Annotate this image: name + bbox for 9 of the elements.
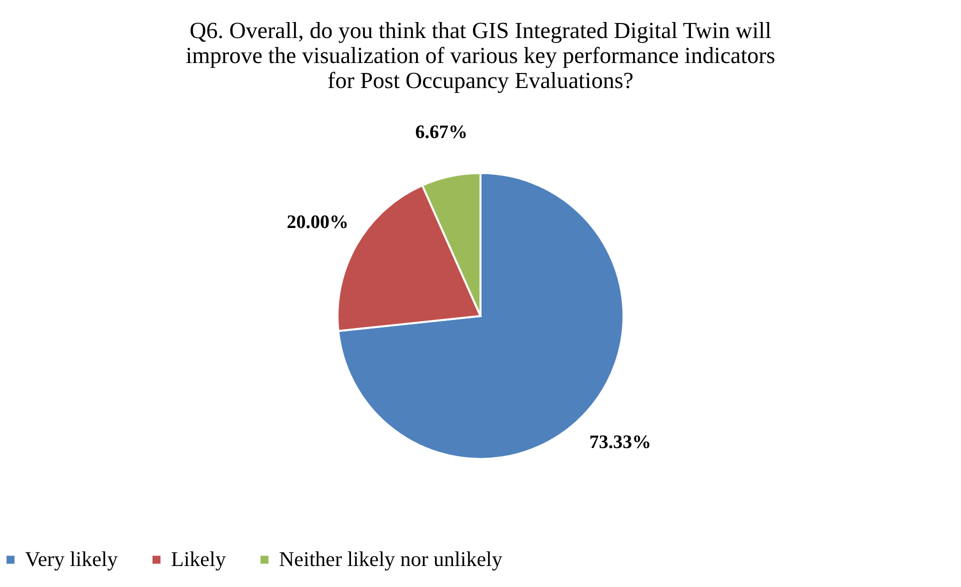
text: Q6. Overall, do you think that GIS Integrated Digital Twin will <box>190 18 772 43</box>
legend-label: Very likely <box>25 546 118 571</box>
text: for Post Occupancy Evaluations? <box>328 68 634 93</box>
legend-label: Neither likely nor unlikely <box>279 546 503 571</box>
data-label: 73.33% <box>589 432 652 453</box>
text: improve the visualization of various key performance indicators <box>186 43 776 68</box>
data-label: 20.00% <box>286 212 349 234</box>
data-label: 6.67% <box>415 122 468 144</box>
legend-label: Likely <box>171 546 226 571</box>
